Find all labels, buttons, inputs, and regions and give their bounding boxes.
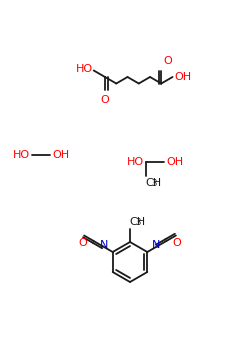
Text: HO: HO [13, 150, 30, 160]
Text: O: O [172, 238, 181, 247]
Text: 3: 3 [151, 179, 156, 188]
Text: OH: OH [174, 72, 192, 82]
Text: O: O [163, 56, 172, 66]
Text: N: N [100, 240, 108, 251]
Text: CH: CH [129, 217, 145, 227]
Text: 3: 3 [135, 218, 140, 228]
Text: OH: OH [52, 150, 69, 160]
Text: HO: HO [76, 64, 93, 75]
Text: O: O [100, 95, 110, 105]
Text: OH: OH [166, 157, 183, 167]
Text: HO: HO [127, 157, 144, 167]
Text: O: O [79, 238, 88, 247]
Text: N: N [152, 240, 160, 251]
Text: CH: CH [145, 178, 161, 188]
